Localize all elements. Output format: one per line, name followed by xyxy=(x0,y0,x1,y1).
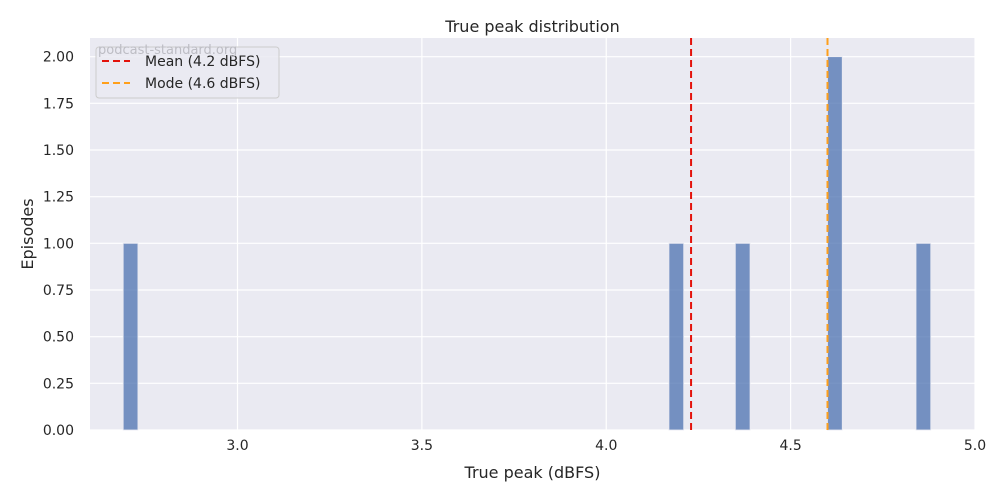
y-tick-label: 1.75 xyxy=(43,96,74,112)
histogram-bar xyxy=(827,56,843,431)
legend-label-mean: Mean (4.2 dBFS) xyxy=(145,54,260,70)
histogram-bars xyxy=(122,56,932,431)
y-tick-label: 1.00 xyxy=(43,236,74,252)
y-tick-label: 1.50 xyxy=(43,143,74,159)
x-axis-label: True peak (dBFS) xyxy=(464,463,601,482)
y-tick-label: 0.00 xyxy=(43,423,74,439)
x-tick-label: 4.0 xyxy=(595,438,617,454)
histogram-bar xyxy=(915,242,932,431)
legend-box xyxy=(95,46,280,99)
y-tick-label: 0.25 xyxy=(43,376,74,392)
y-tick-label: 2.00 xyxy=(43,50,74,66)
y-tick-label: 1.25 xyxy=(43,190,74,206)
legend: Mean (4.2 dBFS) Mode (4.6 dBFS) xyxy=(95,46,280,99)
chart-title: True peak distribution xyxy=(444,17,619,36)
x-tick-label: 4.5 xyxy=(779,438,801,454)
histogram-bar xyxy=(734,242,751,431)
legend-label-mode: Mode (4.6 dBFS) xyxy=(145,76,260,92)
histogram-bar xyxy=(668,242,685,431)
y-tick-label: 0.75 xyxy=(43,283,74,299)
y-tick-label: 0.50 xyxy=(43,330,74,346)
x-tick-label: 3.5 xyxy=(411,438,433,454)
x-tick-label: 3.0 xyxy=(226,438,248,454)
histogram-bar xyxy=(122,242,139,431)
watermark-text: podcast-standard.org xyxy=(98,43,237,58)
x-tick-label: 5.0 xyxy=(964,438,986,454)
y-axis-label: Episodes xyxy=(18,198,37,269)
axis-ticks: 3.0 3.5 4.0 4.5 5.0 0.00 0.25 0.50 0.75 1.00 1.25 1… xyxy=(43,50,986,454)
